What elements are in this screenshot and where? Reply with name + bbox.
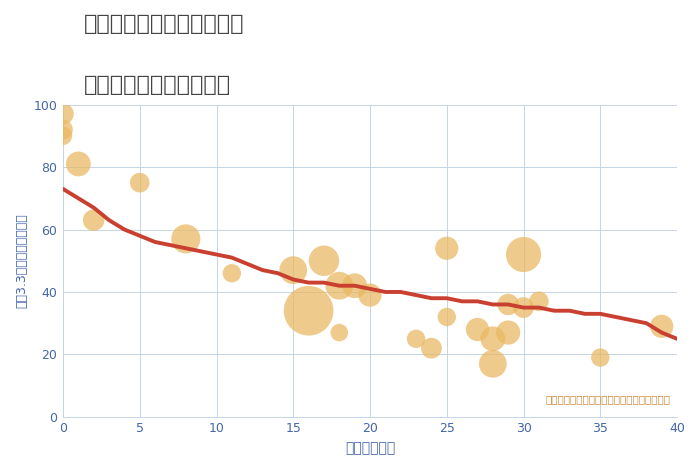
Point: [57, 126, 69, 133]
Point: [595, 354, 606, 361]
Point: [226, 269, 237, 277]
Point: [73, 160, 84, 168]
Point: [334, 282, 345, 290]
Y-axis label: 坪（3.3㎡）単価（万円）: 坪（3.3㎡）単価（万円）: [15, 213, 28, 308]
Point: [57, 132, 69, 140]
Text: 築年数別中古戸建て価格: 築年数別中古戸建て価格: [84, 75, 231, 95]
Point: [134, 179, 146, 187]
Point: [410, 335, 421, 343]
Point: [441, 313, 452, 321]
Point: [365, 291, 376, 299]
Text: 円の大きさは、取引のあった物件面積を示す: 円の大きさは、取引のあった物件面積を示す: [546, 394, 671, 404]
Point: [487, 360, 498, 368]
Point: [503, 301, 514, 308]
Point: [334, 329, 345, 337]
X-axis label: 築年数（年）: 築年数（年）: [345, 441, 395, 455]
Point: [318, 257, 330, 265]
Point: [487, 335, 498, 343]
Point: [288, 266, 299, 274]
Point: [88, 216, 99, 224]
Point: [426, 345, 437, 352]
Point: [656, 322, 667, 330]
Point: [349, 282, 360, 290]
Text: 大阪府河内長野市天野町の: 大阪府河内長野市天野町の: [84, 14, 244, 34]
Point: [441, 244, 452, 252]
Point: [518, 251, 529, 258]
Point: [57, 110, 69, 118]
Point: [533, 298, 545, 305]
Point: [180, 235, 191, 243]
Point: [518, 304, 529, 311]
Point: [472, 326, 483, 333]
Point: [503, 329, 514, 337]
Point: [303, 307, 314, 314]
